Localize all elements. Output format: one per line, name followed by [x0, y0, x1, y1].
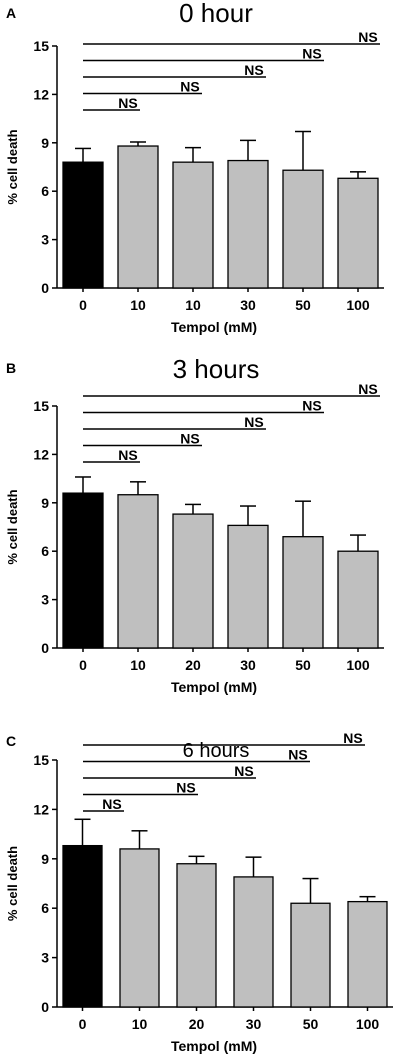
chart-panel-a: A 0 hour 0 3 6 9 12 15 % cell death 0 10 10 30 50 100 T…	[5, 0, 384, 335]
significance-label: NS	[180, 431, 199, 447]
bar	[347, 900, 388, 1008]
bar	[227, 159, 269, 289]
chart-panel-c: C 6 hours 0 3 6 9 12 15 % cell death 0 10 20 30 50 100…	[5, 730, 393, 1054]
bar	[337, 177, 379, 289]
significance-label: NS	[343, 730, 362, 746]
bar	[62, 844, 103, 1008]
bar	[233, 876, 274, 1008]
bar	[282, 169, 324, 289]
chart-title: 6 hours	[183, 740, 250, 762]
significance-label: NS	[180, 79, 199, 95]
x-tick-label: 0	[79, 1016, 87, 1032]
y-tick-label: 3	[41, 592, 49, 608]
y-tick-label: 15	[33, 398, 49, 414]
y-tick-label: 9	[41, 495, 49, 511]
x-axis-label: Tempol (mM)	[171, 319, 257, 335]
bar	[337, 550, 379, 649]
x-tick-label: 30	[240, 657, 256, 673]
bar	[290, 902, 331, 1008]
significance-label: NS	[358, 381, 377, 397]
y-axis-label: % cell death	[5, 846, 20, 921]
x-tick-label: 0	[79, 657, 87, 673]
x-tick-label: 10	[132, 1016, 148, 1032]
bar	[62, 492, 104, 649]
y-tick-label: 6	[41, 543, 49, 559]
x-tick-label: 50	[303, 1016, 319, 1032]
y-tick-label: 15	[33, 38, 49, 54]
bar	[227, 524, 269, 649]
y-tick-label: 12	[33, 801, 49, 817]
x-tick-label: 50	[295, 657, 311, 673]
y-tick-label: 3	[41, 950, 49, 966]
significance-label: NS	[244, 414, 263, 430]
y-tick-label: 6	[41, 183, 49, 199]
significance-label: NS	[102, 796, 121, 812]
y-tick-label: 0	[41, 999, 49, 1015]
y-tick-label: 3	[41, 232, 49, 248]
bar	[172, 513, 214, 649]
bar	[117, 145, 159, 289]
y-tick-label: 6	[41, 900, 49, 916]
significance-label: NS	[244, 62, 263, 78]
panel-label: A	[6, 5, 16, 21]
x-tick-label: 10	[185, 297, 201, 313]
chart-panel-b: B 3 hours 0 3 6 9 12 15 % cell death 0 10 20 30 50 100…	[5, 354, 384, 695]
x-tick-label: 100	[356, 1016, 380, 1032]
bar	[62, 161, 104, 289]
y-axis-label: % cell death	[5, 489, 20, 564]
significance-label: NS	[176, 780, 195, 796]
x-tick-label: 30	[240, 297, 256, 313]
chart-title: 0 hour	[179, 0, 253, 28]
x-tick-label: 10	[130, 657, 146, 673]
significance-label: NS	[118, 447, 137, 463]
y-tick-label: 9	[41, 851, 49, 867]
bar	[117, 494, 159, 649]
panel-label: C	[6, 733, 16, 749]
y-tick-label: 12	[33, 86, 49, 102]
x-tick-label: 10	[130, 297, 146, 313]
x-tick-label: 20	[185, 657, 201, 673]
bar	[119, 848, 160, 1008]
significance-label: NS	[302, 46, 321, 62]
bar	[282, 536, 324, 649]
bar	[176, 863, 217, 1008]
chart-title: 3 hours	[173, 354, 260, 384]
x-tick-label: 0	[79, 297, 87, 313]
panel-label: B	[6, 360, 16, 376]
x-tick-label: 30	[246, 1016, 262, 1032]
x-tick-label: 50	[295, 297, 311, 313]
x-tick-label: 20	[189, 1016, 205, 1032]
x-axis-label: Tempol (mM)	[171, 1038, 257, 1054]
y-tick-label: 15	[33, 752, 49, 768]
y-tick-label: 0	[41, 280, 49, 296]
y-tick-label: 9	[41, 135, 49, 151]
x-tick-label: 100	[346, 657, 370, 673]
significance-label: NS	[118, 95, 137, 111]
significance-label: NS	[302, 398, 321, 414]
bar	[172, 161, 214, 289]
significance-label: NS	[288, 747, 307, 763]
y-tick-label: 0	[41, 640, 49, 656]
significance-label: NS	[234, 763, 253, 779]
x-tick-label: 100	[346, 297, 370, 313]
x-axis-label: Tempol (mM)	[171, 679, 257, 695]
y-axis-label: % cell death	[5, 129, 20, 204]
significance-label: NS	[358, 29, 377, 45]
y-tick-label: 12	[33, 446, 49, 462]
